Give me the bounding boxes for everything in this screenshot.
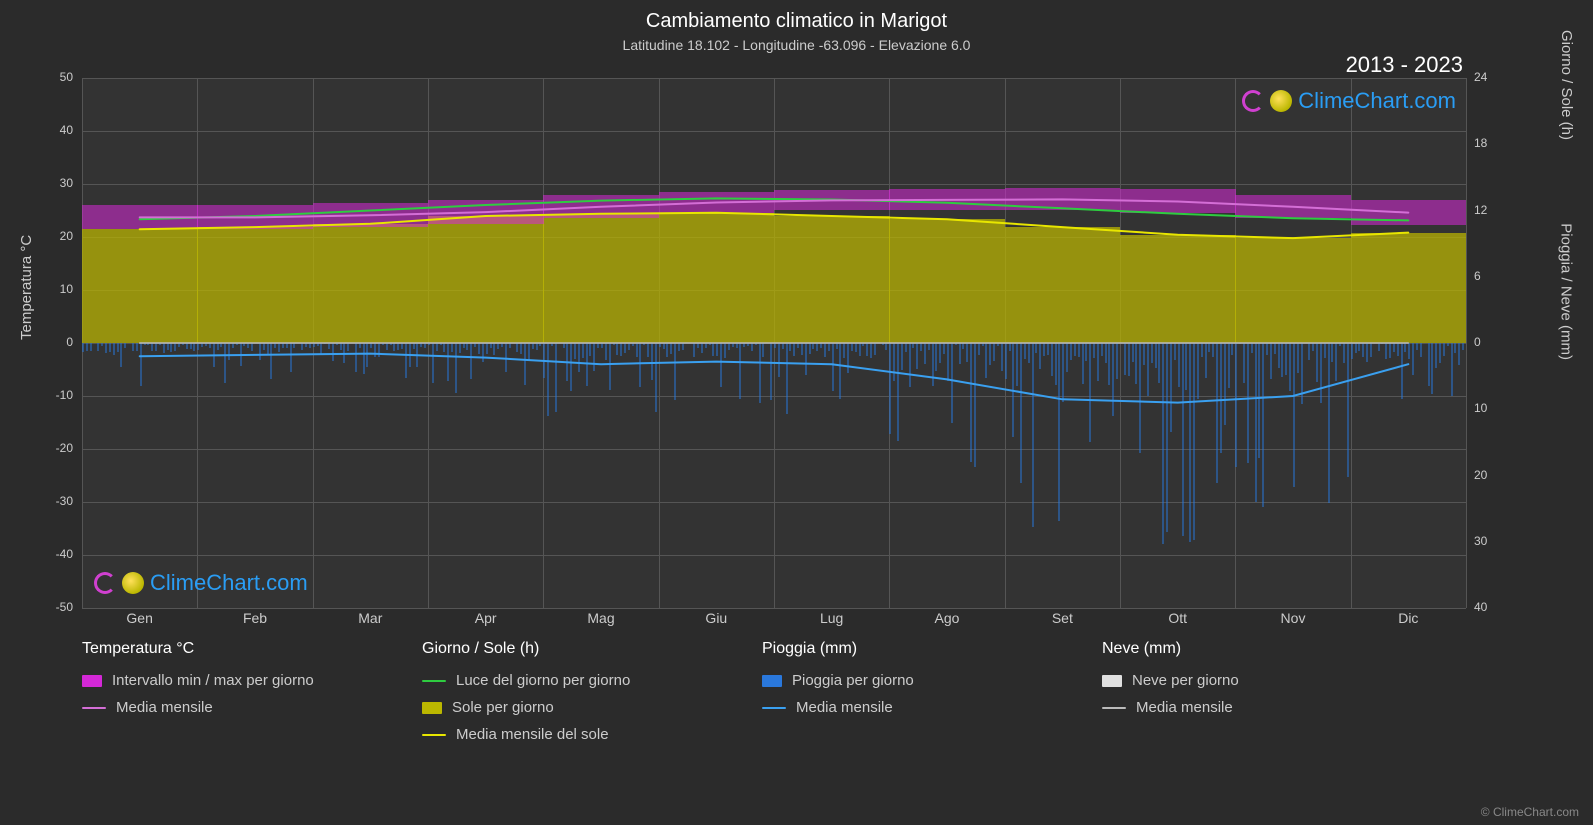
- swatch-daylight: [422, 680, 446, 682]
- x-tick-month: Dic: [1398, 610, 1418, 626]
- y-tick-right-bottom: 20: [1474, 468, 1514, 482]
- watermark-text: ClimeChart.com: [1298, 88, 1456, 114]
- years-range: 2013 - 2023: [1346, 52, 1463, 78]
- legend-head-day: Giorno / Sole (h): [422, 640, 722, 658]
- legend-head-temp: Temperatura °C: [82, 640, 382, 658]
- y-tick-left: 20: [0, 229, 73, 243]
- legend-col-snow: Neve (mm) Neve per giorno Media mensile: [1102, 640, 1402, 743]
- swatch-snow-mean: [1102, 707, 1126, 709]
- line-series: [82, 78, 1466, 608]
- x-tick-month: Feb: [243, 610, 267, 626]
- plot-area: ClimeChart.com ClimeChart.com: [82, 78, 1466, 608]
- climate-chart-frame: Cambiamento climatico in Marigot Latitud…: [0, 0, 1593, 825]
- y-tick-right-bottom: 10: [1474, 401, 1514, 415]
- legend-label: Media mensile: [116, 699, 213, 716]
- x-tick-month: Lug: [820, 610, 843, 626]
- x-tick-month: Apr: [475, 610, 497, 626]
- legend-item-snow-mean: Media mensile: [1102, 699, 1402, 716]
- swatch-rain-day: [762, 675, 782, 687]
- swatch-temp-range: [82, 675, 102, 687]
- legend-label: Neve per giorno: [1132, 672, 1239, 689]
- swatch-rain-mean: [762, 707, 786, 709]
- chart-subtitle: Latitudine 18.102 - Longitudine -63.096 …: [0, 33, 1593, 53]
- legend-item-rain-day: Pioggia per giorno: [762, 672, 1062, 689]
- y-axis-right-bottom-title: Pioggia / Neve (mm): [1558, 223, 1575, 360]
- swatch-temp-mean: [82, 707, 106, 709]
- y-tick-left: 40: [0, 123, 73, 137]
- swatch-snow-day: [1102, 675, 1122, 687]
- logo-ring-icon: [94, 572, 116, 594]
- legend-col-rain: Pioggia (mm) Pioggia per giorno Media me…: [762, 640, 1062, 743]
- y-tick-right-bottom: 40: [1474, 600, 1514, 614]
- legend-label: Media mensile: [1136, 699, 1233, 716]
- legend-item-sun-mean: Media mensile del sole: [422, 726, 722, 743]
- y-tick-left: 0: [0, 335, 73, 349]
- legend-label: Media mensile: [796, 699, 893, 716]
- y-tick-left: -40: [0, 547, 73, 561]
- legend-item-rain-mean: Media mensile: [762, 699, 1062, 716]
- y-tick-right-top: 18: [1474, 136, 1514, 150]
- y-tick-left: -50: [0, 600, 73, 614]
- x-tick-month: Ott: [1168, 610, 1187, 626]
- legend-label: Pioggia per giorno: [792, 672, 914, 689]
- x-tick-month: Mag: [587, 610, 614, 626]
- y-tick-right-top: 6: [1474, 269, 1514, 283]
- y-tick-left: -30: [0, 494, 73, 508]
- legend-head-rain: Pioggia (mm): [762, 640, 1062, 658]
- x-tick-month: Ago: [935, 610, 960, 626]
- legend-item-snow-day: Neve per giorno: [1102, 672, 1402, 689]
- y-tick-left: -10: [0, 388, 73, 402]
- y-tick-left: 50: [0, 70, 73, 84]
- y-axis-right-top-title: Giorno / Sole (h): [1558, 30, 1575, 140]
- copyright: © ClimeChart.com: [1481, 805, 1579, 819]
- legend-item-sun-fill: Sole per giorno: [422, 699, 722, 716]
- x-tick-month: Set: [1052, 610, 1073, 626]
- legend-label: Sole per giorno: [452, 699, 554, 716]
- watermark-bottom: ClimeChart.com: [94, 570, 308, 596]
- chart-title: Cambiamento climatico in Marigot: [0, 0, 1593, 33]
- y-tick-left: -20: [0, 441, 73, 455]
- x-tick-month: Nov: [1281, 610, 1306, 626]
- legend-col-day: Giorno / Sole (h) Luce del giorno per gi…: [422, 640, 722, 743]
- legend-item-daylight: Luce del giorno per giorno: [422, 672, 722, 689]
- swatch-sun-fill: [422, 702, 442, 714]
- legend-label: Intervallo min / max per giorno: [112, 672, 314, 689]
- y-tick-right-top: 24: [1474, 70, 1514, 84]
- legend-label: Media mensile del sole: [456, 726, 609, 743]
- x-tick-month: Giu: [705, 610, 727, 626]
- legend-item-temp-mean: Media mensile: [82, 699, 382, 716]
- watermark-top: ClimeChart.com: [1242, 88, 1456, 114]
- logo-sun-icon: [1270, 90, 1292, 112]
- legend-head-snow: Neve (mm): [1102, 640, 1402, 658]
- y-tick-left: 10: [0, 282, 73, 296]
- legend: Temperatura °C Intervallo min / max per …: [82, 640, 1533, 743]
- x-tick-month: Mar: [358, 610, 382, 626]
- y-tick-left: 30: [0, 176, 73, 190]
- legend-label: Luce del giorno per giorno: [456, 672, 630, 689]
- logo-ring-icon: [1242, 90, 1264, 112]
- x-tick-month: Gen: [126, 610, 152, 626]
- legend-item-temp-range: Intervallo min / max per giorno: [82, 672, 382, 689]
- y-tick-right-bottom: 30: [1474, 534, 1514, 548]
- legend-col-temp: Temperatura °C Intervallo min / max per …: [82, 640, 382, 743]
- y-tick-right-top: 0: [1474, 335, 1514, 349]
- y-tick-right-top: 12: [1474, 203, 1514, 217]
- logo-sun-icon: [122, 572, 144, 594]
- swatch-sun-mean: [422, 734, 446, 736]
- watermark-text: ClimeChart.com: [150, 570, 308, 596]
